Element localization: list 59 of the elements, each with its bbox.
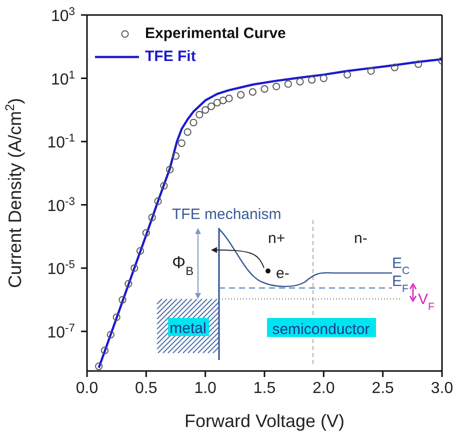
annotation: n+ bbox=[268, 230, 286, 247]
point bbox=[178, 139, 186, 147]
point bbox=[225, 94, 233, 102]
point bbox=[202, 106, 210, 114]
x-tick-label: 1.0 bbox=[194, 380, 217, 397]
point bbox=[367, 67, 375, 75]
point bbox=[95, 362, 103, 370]
point bbox=[100, 346, 109, 354]
y-tick-label: 10$^{-3}$ bbox=[47, 196, 75, 215]
point bbox=[190, 118, 198, 126]
annotation: n- bbox=[354, 230, 368, 247]
point bbox=[272, 82, 280, 90]
y-tick-label: 10$^{-5}$ bbox=[47, 259, 75, 278]
point bbox=[148, 214, 156, 222]
y-tick-label: 10$^{1}$ bbox=[50, 69, 75, 88]
point bbox=[184, 128, 192, 136]
point bbox=[296, 78, 304, 86]
point bbox=[248, 88, 256, 96]
point bbox=[136, 247, 144, 255]
point bbox=[130, 264, 138, 272]
x-tick-label: 0.0 bbox=[76, 380, 98, 397]
point bbox=[414, 60, 422, 68]
point bbox=[154, 197, 162, 206]
point bbox=[142, 229, 150, 237]
y-tick-label: 10$^{3}$ bbox=[50, 6, 75, 25]
point bbox=[237, 91, 245, 99]
annotation: semiconductor bbox=[272, 321, 370, 338]
point bbox=[172, 152, 180, 160]
point bbox=[106, 330, 114, 338]
annotation: Φ$_{B}$ bbox=[172, 253, 194, 278]
point bbox=[344, 70, 352, 78]
legend-label: TFE Fit bbox=[145, 47, 196, 67]
point bbox=[219, 96, 227, 104]
x-axis-title: Forward Voltage (V) bbox=[184, 411, 345, 431]
x-tick-label: 3.0 bbox=[430, 380, 454, 397]
point bbox=[260, 85, 268, 93]
point bbox=[112, 313, 120, 322]
x-tick-label: 1.5 bbox=[253, 380, 276, 397]
point bbox=[196, 110, 204, 118]
point bbox=[160, 182, 168, 190]
annotation: V$_{F}$ bbox=[418, 291, 434, 313]
point bbox=[166, 166, 174, 174]
point bbox=[320, 74, 328, 82]
x-tick-label: 2.5 bbox=[372, 380, 394, 397]
point bbox=[213, 98, 221, 106]
x-tick-label: 2.0 bbox=[312, 380, 335, 397]
annotation: e- bbox=[276, 265, 290, 282]
y-tick-label: 10$^{-1}$ bbox=[47, 132, 75, 152]
point bbox=[124, 280, 132, 288]
point bbox=[390, 64, 398, 72]
legend-label: Experimental Curve bbox=[145, 24, 286, 44]
point bbox=[284, 80, 292, 88]
annotation: TFE mechanism bbox=[172, 206, 282, 223]
y-tick-label: 10$^{-7}$ bbox=[47, 322, 75, 342]
x-tick-label: 0.5 bbox=[135, 380, 158, 397]
point bbox=[308, 76, 316, 84]
point bbox=[207, 102, 216, 110]
point bbox=[118, 296, 126, 304]
annotation: metal bbox=[170, 320, 206, 337]
